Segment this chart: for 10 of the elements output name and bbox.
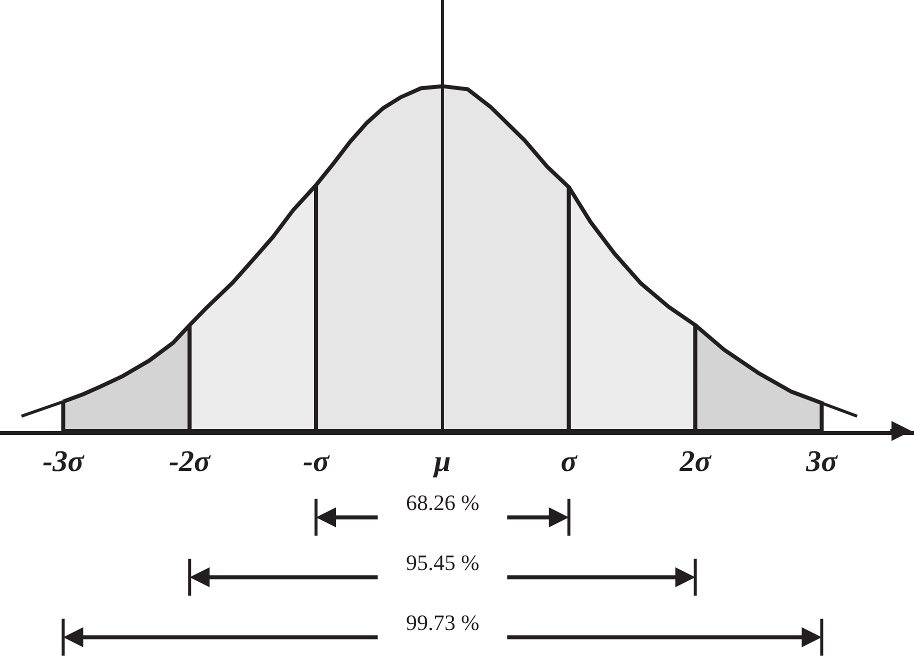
x-tick-label: -3σ xyxy=(42,444,85,478)
text: 95.45 % xyxy=(406,550,480,575)
x-tick-label: 3σ xyxy=(805,444,838,478)
x-tick-label: -2σ xyxy=(169,444,212,478)
x-tick-label: μ xyxy=(432,444,451,478)
text: 68.26 % xyxy=(406,490,480,515)
text: 99.73 % xyxy=(406,610,480,635)
x-tick-label: 2σ xyxy=(678,444,712,478)
x-tick-label: σ xyxy=(560,444,578,478)
x-tick-label: -σ xyxy=(302,444,330,478)
